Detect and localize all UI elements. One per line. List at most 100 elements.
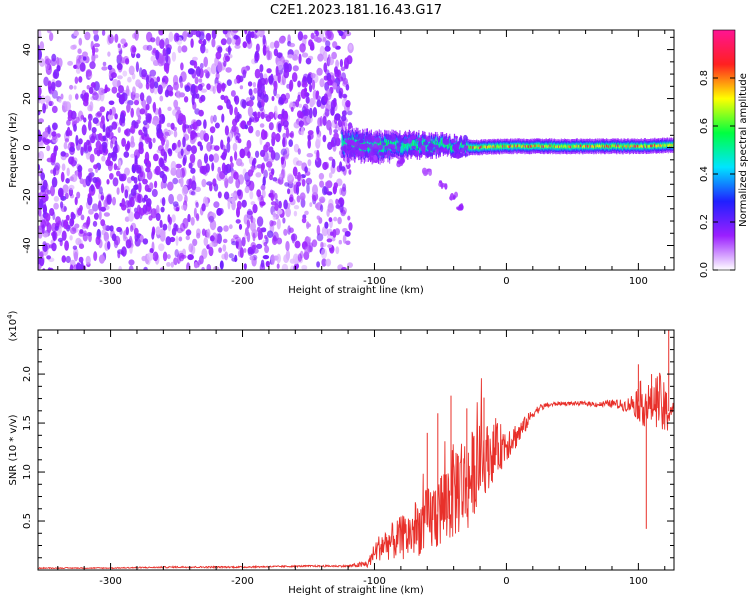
signal-core <box>585 144 587 148</box>
signal-core <box>624 144 626 148</box>
signal-blob <box>390 144 396 150</box>
noise-blob <box>315 37 322 43</box>
noise-blob <box>118 85 124 94</box>
noise-blob <box>217 191 222 199</box>
signal-core <box>640 144 642 147</box>
noise-blob <box>98 87 105 96</box>
noise-blob <box>199 144 204 151</box>
noise-blob <box>89 153 95 163</box>
noise-blob <box>101 66 108 71</box>
signal-core <box>668 143 670 147</box>
signal-core <box>590 145 593 148</box>
noise-blob <box>131 46 137 53</box>
noise-blob <box>245 227 249 237</box>
noise-blob <box>87 145 93 152</box>
noise-blob <box>175 207 180 212</box>
noise-blob <box>155 213 161 221</box>
noise-blob <box>186 178 192 186</box>
noise-blob <box>70 211 75 219</box>
noise-blob <box>309 83 313 93</box>
noise-blob <box>340 66 346 72</box>
noise-blob <box>139 108 145 115</box>
branch-blob <box>453 195 456 200</box>
noise-blob <box>165 236 172 246</box>
signal-core <box>528 145 530 148</box>
noise-blob <box>261 12 264 18</box>
noise-blob <box>92 177 98 184</box>
signal-core <box>402 145 404 150</box>
noise-blob <box>307 159 312 167</box>
noise-blob <box>118 265 122 270</box>
noise-blob <box>305 57 312 65</box>
noise-blob <box>180 148 184 156</box>
colorbar-tick-label: 0.4 <box>699 166 710 182</box>
noise-blob <box>51 131 57 137</box>
noise-blob <box>95 235 101 246</box>
noise-blob <box>78 243 85 249</box>
noise-blob <box>149 248 154 254</box>
signal-core <box>645 145 647 148</box>
signal-core <box>507 145 509 148</box>
spectrogram-xlabel: Height of straight line (km) <box>288 285 424 296</box>
noise-blob <box>176 140 182 148</box>
noise-blob <box>120 183 125 194</box>
signal-core <box>547 145 549 148</box>
noise-blob <box>340 266 348 270</box>
noise-blob <box>78 37 83 46</box>
branch-blob <box>396 160 401 164</box>
signal-blob <box>417 137 423 142</box>
noise-blob <box>191 145 197 155</box>
noise-blob <box>63 205 67 212</box>
noise-blob <box>155 49 160 61</box>
noise-blob <box>153 153 159 162</box>
noise-blob <box>56 56 60 66</box>
noise-blob <box>260 92 265 100</box>
noise-blob <box>109 225 114 232</box>
noise-blob <box>83 117 87 123</box>
signal-blob <box>373 143 378 150</box>
noise-blob <box>225 55 230 62</box>
signal-core <box>557 145 559 148</box>
noise-blob <box>197 260 202 266</box>
noise-blob <box>188 162 193 169</box>
noise-blob <box>233 234 239 240</box>
noise-blob <box>133 177 138 184</box>
noise-blob <box>332 229 337 239</box>
signal-blob <box>442 138 450 145</box>
noise-blob <box>283 228 288 236</box>
signal-core <box>407 145 409 150</box>
signal-core <box>628 145 631 149</box>
noise-blob <box>105 126 111 137</box>
noise-blob <box>92 117 99 124</box>
noise-blob <box>260 259 265 268</box>
noise-blob <box>249 117 253 123</box>
noise-blob <box>127 76 132 83</box>
noise-blob <box>88 208 94 215</box>
noise-blob <box>179 81 184 89</box>
noise-blob <box>226 79 232 86</box>
noise-blob <box>102 123 106 133</box>
signal-core <box>556 145 558 148</box>
signal-core <box>565 145 567 148</box>
noise-blob <box>322 186 328 196</box>
signal-core <box>550 144 552 148</box>
noise-blob <box>320 248 328 259</box>
signal-core <box>494 145 496 149</box>
signal-core <box>656 144 658 148</box>
signal-core <box>604 145 606 149</box>
noise-blob <box>276 209 283 215</box>
noise-blob <box>217 166 221 174</box>
noise-blob <box>285 127 290 139</box>
noise-blob <box>175 163 182 169</box>
noise-blob <box>133 227 139 236</box>
noise-blob <box>226 142 231 153</box>
signal-core <box>468 145 470 148</box>
noise-blob <box>160 206 165 213</box>
noise-blob <box>337 30 342 34</box>
noise-blob <box>150 208 157 219</box>
noise-blob <box>80 146 84 156</box>
noise-blob <box>145 103 150 111</box>
noise-blob <box>62 184 69 194</box>
noise-blob <box>86 85 91 90</box>
signal-core <box>600 145 602 149</box>
